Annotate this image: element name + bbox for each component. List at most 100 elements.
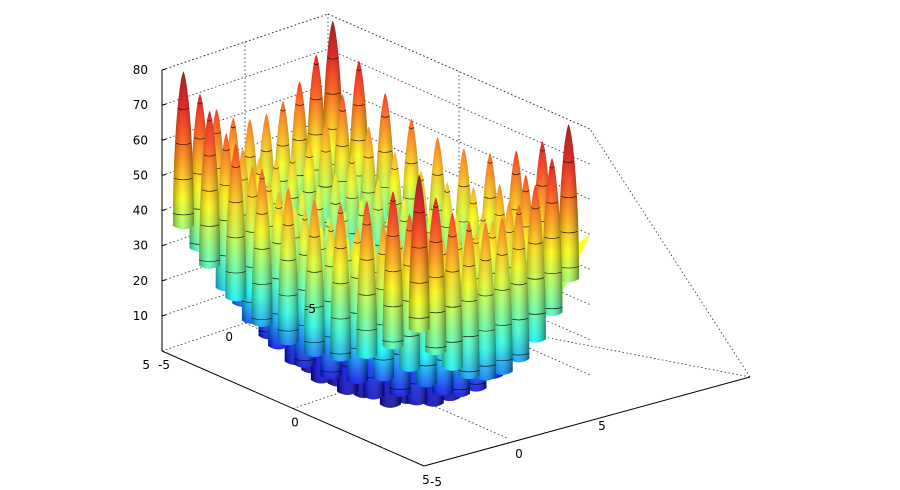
contour-line (429, 240, 442, 243)
contour-line (549, 166, 555, 169)
contour-line (206, 119, 213, 122)
contour-line (320, 150, 331, 153)
surface-peak-shade (491, 216, 513, 375)
z-tick-mark (161, 209, 167, 211)
surface-peak-shade (508, 204, 530, 363)
surface-peak-shade (441, 212, 463, 371)
contour-line (362, 223, 372, 226)
surface-peak-shade (225, 143, 247, 302)
contour-line (473, 242, 479, 245)
z-tick-label: 40 (133, 204, 148, 218)
contour-line (444, 190, 451, 193)
contour-line (353, 241, 361, 244)
contour-line (373, 208, 384, 211)
contour-line (386, 234, 400, 238)
contour-line (494, 213, 505, 216)
contour-line (305, 305, 324, 308)
contour-line (318, 185, 334, 188)
contour-line (349, 161, 355, 164)
contour-line (255, 212, 269, 215)
surface-peak-shade (251, 168, 273, 327)
contour-line (512, 247, 525, 251)
contour-line (462, 264, 476, 267)
surface (162, 20, 590, 408)
contour-line (445, 270, 460, 273)
z-tick-mark (161, 314, 167, 317)
y-tick-label: 5 (598, 419, 606, 433)
contour-line (390, 199, 396, 202)
y-tick-label: 0 (225, 330, 233, 344)
contour-line (559, 231, 578, 234)
contour-line (331, 317, 351, 320)
contour-line (477, 294, 494, 297)
contour-line (530, 207, 540, 210)
contour-line (247, 195, 258, 198)
contour-line (543, 236, 561, 239)
y-tick-label: -5 (304, 302, 316, 316)
surface-peak-shade (475, 222, 497, 381)
contour-line (325, 92, 341, 95)
y-tick-label: 5 (142, 358, 150, 372)
surface-peak-shade (330, 203, 352, 362)
contour-line (425, 346, 447, 349)
grid-line (161, 48, 329, 106)
contour-line (391, 167, 399, 170)
contour-line (200, 224, 220, 227)
contour-line (197, 102, 203, 105)
surface-peak-shade (408, 174, 430, 333)
contour-line (308, 235, 320, 238)
x-axis-line (161, 350, 425, 467)
contour-line (539, 149, 546, 152)
contour-line (494, 288, 510, 291)
grid-line (161, 13, 329, 71)
contour-line (411, 246, 427, 249)
contour-line (303, 340, 325, 344)
contour-line (330, 202, 341, 205)
contour-line (522, 190, 530, 193)
contour-line (244, 155, 256, 158)
contour-line (384, 269, 402, 273)
contour-line (427, 275, 444, 279)
contour-line (277, 329, 299, 332)
contour-line (251, 317, 273, 321)
contour-line (310, 98, 323, 101)
x-tick-label: 5 (422, 473, 430, 487)
contour-line (515, 212, 522, 215)
surface-peak-shade (558, 124, 580, 283)
contour-line (280, 109, 286, 112)
contour-line (295, 103, 305, 106)
contour-line (352, 103, 366, 107)
z-tick-label: 50 (133, 168, 148, 182)
z-tick-label: 80 (133, 63, 148, 77)
contour-line (172, 213, 194, 216)
contour-line (432, 205, 439, 208)
z-tick-mark (161, 68, 167, 71)
contour-line (447, 235, 457, 238)
y-axis-line (423, 376, 751, 467)
contour-line (274, 206, 283, 210)
z-tick-mark (161, 173, 167, 176)
contour-line (225, 271, 246, 274)
contour-line (383, 305, 403, 308)
contour-line (203, 154, 216, 157)
y-tick-label: -5 (430, 475, 442, 489)
surface-peak-shade (356, 200, 378, 359)
contour-line (338, 109, 347, 112)
contour-line (560, 195, 577, 199)
axes (161, 68, 751, 467)
contour-line (483, 196, 497, 199)
z-tick-mark (161, 279, 167, 282)
contour-line (511, 173, 521, 176)
contour-line (292, 138, 307, 141)
z-tick-label: 10 (133, 309, 148, 323)
grid-line (161, 259, 329, 317)
contour-line (382, 340, 404, 343)
contour-line (260, 150, 272, 153)
contour-line (480, 259, 492, 262)
contour-line (363, 156, 374, 159)
contour-line (302, 191, 316, 194)
grid-line (292, 352, 460, 409)
surface-peak-shade (382, 191, 404, 350)
